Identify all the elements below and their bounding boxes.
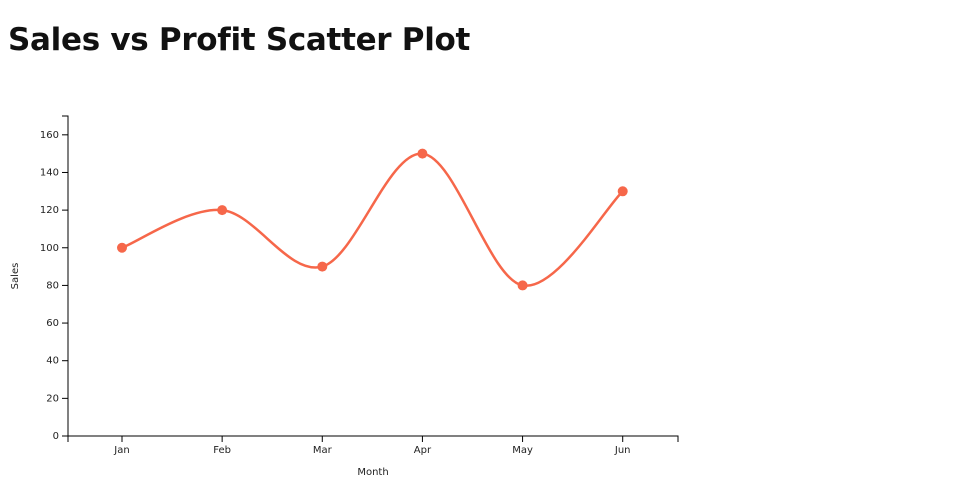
y-axis <box>62 115 69 437</box>
point <box>517 280 528 291</box>
x-axis <box>67 435 679 442</box>
x-tick-label: Apr <box>414 445 432 456</box>
y-tick-label: 0 <box>53 431 59 442</box>
point <box>117 242 127 253</box>
x-axis-label: Month <box>357 467 388 478</box>
point <box>217 205 228 216</box>
y-tick-label: 160 <box>40 130 59 141</box>
chart-title: Sales vs Profit Scatter Plot <box>8 22 471 58</box>
x-tick-label: May <box>512 445 533 456</box>
x-tick-label: Jan <box>113 445 129 456</box>
y-tick-label: 20 <box>46 393 59 404</box>
point <box>617 186 628 197</box>
x-tick-label: Mar <box>313 445 333 456</box>
x-tick-label: Feb <box>213 445 231 456</box>
x-tick-label: Jun <box>614 445 631 456</box>
y-tick-label: 60 <box>46 318 59 329</box>
y-tick-label: 40 <box>46 356 59 367</box>
y-tick-label: 100 <box>40 243 59 254</box>
y-tick-label: 120 <box>40 205 59 216</box>
y-tick-label: 80 <box>46 280 59 291</box>
y-tick-label: 140 <box>40 167 59 178</box>
line <box>121 152 624 287</box>
point <box>417 148 428 159</box>
point <box>317 261 328 272</box>
y-axis-label: Sales <box>10 263 21 290</box>
